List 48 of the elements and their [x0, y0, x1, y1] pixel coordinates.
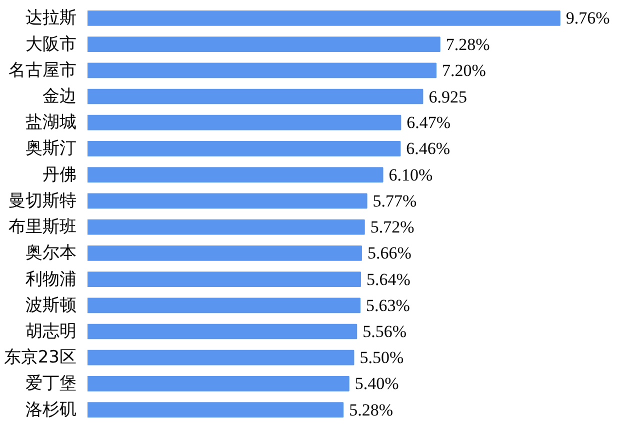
- bar: [88, 350, 354, 366]
- bar: [88, 245, 362, 261]
- bar: [88, 88, 424, 104]
- bar: [88, 298, 361, 314]
- y-tick-label: 大阪市: [26, 34, 76, 54]
- data-label: 5.72%: [370, 218, 414, 237]
- data-label: 5.64%: [366, 270, 410, 289]
- y-tick-label: 爱丁堡: [26, 374, 76, 394]
- y-tick-label: 丹佛: [42, 164, 76, 185]
- y-tick-label: 波斯顿: [26, 295, 76, 316]
- data-label: 7.20%: [442, 60, 486, 80]
- data-label: 5.66%: [367, 244, 412, 263]
- bar: [88, 324, 358, 340]
- y-tick-label: 名古屋市: [8, 60, 76, 80]
- data-label: 6.925: [428, 88, 467, 106]
- bar: [88, 36, 440, 52]
- bar: [88, 402, 344, 418]
- y-tick-label: 东京23区: [4, 348, 77, 368]
- bar: [88, 376, 350, 392]
- y-tick-label: 盐湖城: [26, 112, 76, 133]
- y-tick-label: 金边: [42, 86, 76, 106]
- y-tick-label: 达拉斯: [26, 8, 76, 28]
- bar: [88, 272, 361, 287]
- y-tick-label: 洛杉矶: [26, 400, 76, 420]
- data-label: 5.50%: [360, 348, 404, 368]
- data-label: 6.46%: [406, 139, 450, 158]
- y-tick-label: 奥尔本: [26, 243, 76, 264]
- y-tick-label: 利物浦: [26, 269, 76, 290]
- bar: [88, 10, 560, 26]
- y-tick-label: 胡志明: [26, 322, 76, 342]
- data-label: 5.63%: [366, 296, 410, 315]
- bar: [88, 167, 384, 183]
- bar: [88, 114, 402, 130]
- bar: [88, 219, 365, 235]
- bar: [88, 62, 436, 78]
- data-label: 7.28%: [446, 34, 490, 54]
- data-label: 5.77%: [372, 191, 417, 210]
- y-tick-label: 奥斯汀: [26, 138, 76, 159]
- data-label: 6.47%: [406, 113, 451, 132]
- data-label: 5.56%: [362, 322, 407, 341]
- y-tick-label: 布里斯班: [8, 217, 76, 238]
- bar: [88, 193, 368, 209]
- data-label: 6.10%: [388, 165, 433, 184]
- data-label: 5.40%: [354, 374, 399, 394]
- data-label: 9.76%: [566, 8, 610, 28]
- y-tick-label: 曼切斯特: [8, 190, 76, 211]
- data-label: 5.28%: [349, 400, 393, 420]
- bar: [88, 141, 401, 156]
